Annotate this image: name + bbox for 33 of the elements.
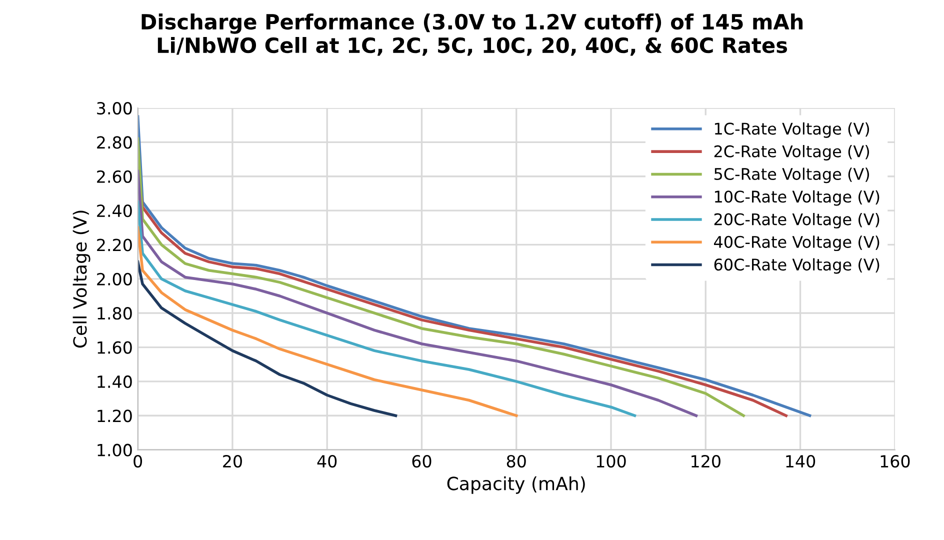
y-tick-label: 1.20 <box>98 410 132 422</box>
line-series <box>138 226 518 418</box>
legend-label: 10C-Rate Voltage (V) <box>714 190 880 206</box>
y-tick-label: 2.60 <box>97 170 132 183</box>
x-tick-label: 40 <box>317 454 337 468</box>
legend-label: 40C-Rate Voltage (V) <box>714 236 880 252</box>
x-tick-label: 20 <box>223 454 242 468</box>
legend-label: 2C-Rate Voltage (V) <box>714 145 869 160</box>
x-tick-label: 100 <box>596 454 626 468</box>
x-tick-label: 160 <box>880 454 910 468</box>
y-tick-label: 2.40 <box>97 204 132 218</box>
y-axis-title: Cell Voltage (V) <box>72 210 90 348</box>
x-axis-title: Capacity (mAh) <box>447 476 585 494</box>
y-tick-label: 1.00 <box>98 444 132 456</box>
x-tick-label: 140 <box>786 454 816 468</box>
y-tick-label: 3.00 <box>97 102 132 115</box>
legend-label: 20C-Rate Voltage (V) <box>714 212 880 228</box>
y-tick-label: 1.60 <box>98 341 132 354</box>
chart-title: Discharge Performance (3.0V to 1.2V cutoff) of 145 mAh Li/NbWO Cell at 1C, 2C, 5C, 10C, 20, 40C, & 60C Rates <box>142 14 803 56</box>
x-tick-label: 60 <box>412 454 432 468</box>
line-series <box>138 200 636 418</box>
x-tick-label: 80 <box>506 454 526 468</box>
legend-label: 1C-Rate Voltage (V) <box>714 122 869 138</box>
y-tick-label: 2.00 <box>97 272 132 286</box>
y-tick-label: 1.80 <box>98 307 132 320</box>
legend-label: 60C-Rate Voltage (V) <box>714 258 880 274</box>
x-tick-label: 0 <box>134 454 142 468</box>
y-tick-label: 2.80 <box>97 136 132 149</box>
y-tick-label: 2.20 <box>97 238 132 252</box>
line-series <box>138 260 398 418</box>
legend-label: 5C-Rate Voltage (V) <box>714 168 869 184</box>
y-tick-label: 1.40 <box>98 375 132 388</box>
x-tick-label: 120 <box>692 454 720 468</box>
